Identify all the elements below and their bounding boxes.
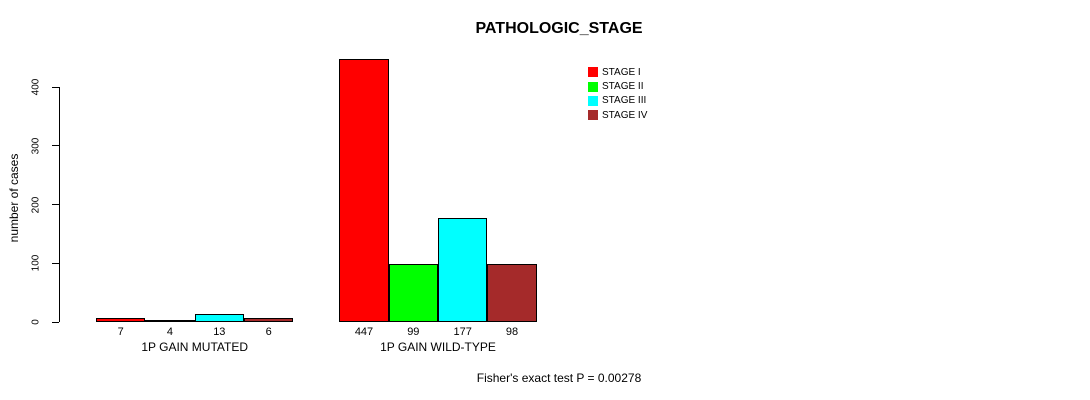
fisher-test-annotation: Fisher's exact test P = 0.00278: [476, 371, 642, 385]
bar-stage-i: [339, 59, 389, 322]
legend-label: STAGE I: [602, 66, 641, 78]
y-tick-label: 200: [30, 196, 42, 213]
y-tick-label: 0: [30, 319, 42, 325]
bar-value-label: 177: [453, 326, 472, 338]
legend-item: STAGE IV: [588, 108, 647, 122]
bar-value-label: 7: [117, 326, 124, 338]
bar-stage-iii: [194, 314, 244, 322]
y-axis-line: [59, 87, 60, 322]
y-tick-label: 100: [30, 254, 42, 272]
legend-swatch: [588, 95, 598, 106]
legend-item: STAGE I: [588, 65, 647, 79]
legend-item: STAGE III: [588, 94, 647, 108]
bar-value-label: 4: [166, 326, 174, 338]
legend-label: STAGE III: [602, 95, 647, 107]
y-tick-label: 300: [30, 137, 42, 155]
bar-value-label: 447: [354, 326, 374, 338]
legend-swatch: [588, 110, 598, 121]
bar-value-label: 99: [407, 326, 420, 338]
y-tick-mark: [52, 321, 59, 323]
y-tick-mark: [52, 145, 59, 147]
bar-stage-iii: [437, 218, 488, 322]
x-group-label: 1P GAIN WILD-TYPE: [380, 340, 496, 354]
bar-stage-iv: [243, 318, 294, 322]
bar-value-label: 13: [213, 326, 226, 338]
y-tick-mark: [52, 86, 59, 88]
bar-stage-ii: [388, 263, 438, 322]
legend: STAGE I STAGE II STAGE III STAGE IV: [588, 65, 647, 123]
legend-swatch: [588, 81, 598, 92]
legend-label: STAGE IV: [602, 109, 648, 121]
bar-value-label: 6: [265, 326, 272, 338]
legend-swatch: [588, 67, 598, 78]
y-tick-mark: [52, 262, 59, 264]
y-axis-label: number of cases: [7, 153, 21, 243]
legend-label: STAGE II: [602, 81, 644, 93]
chart-title: PATHOLOGIC_STAGE: [475, 20, 643, 37]
bar-stage-i: [96, 317, 146, 322]
bar-stage-iv: [487, 264, 537, 322]
y-tick-mark: [52, 204, 59, 205]
y-tick-label: 400: [30, 78, 42, 96]
x-group-label: 1P GAIN MUTATED: [141, 340, 248, 354]
bar-value-label: 98: [505, 326, 519, 338]
legend-item: STAGE II: [588, 79, 647, 93]
bar-stage-ii: [145, 319, 195, 322]
